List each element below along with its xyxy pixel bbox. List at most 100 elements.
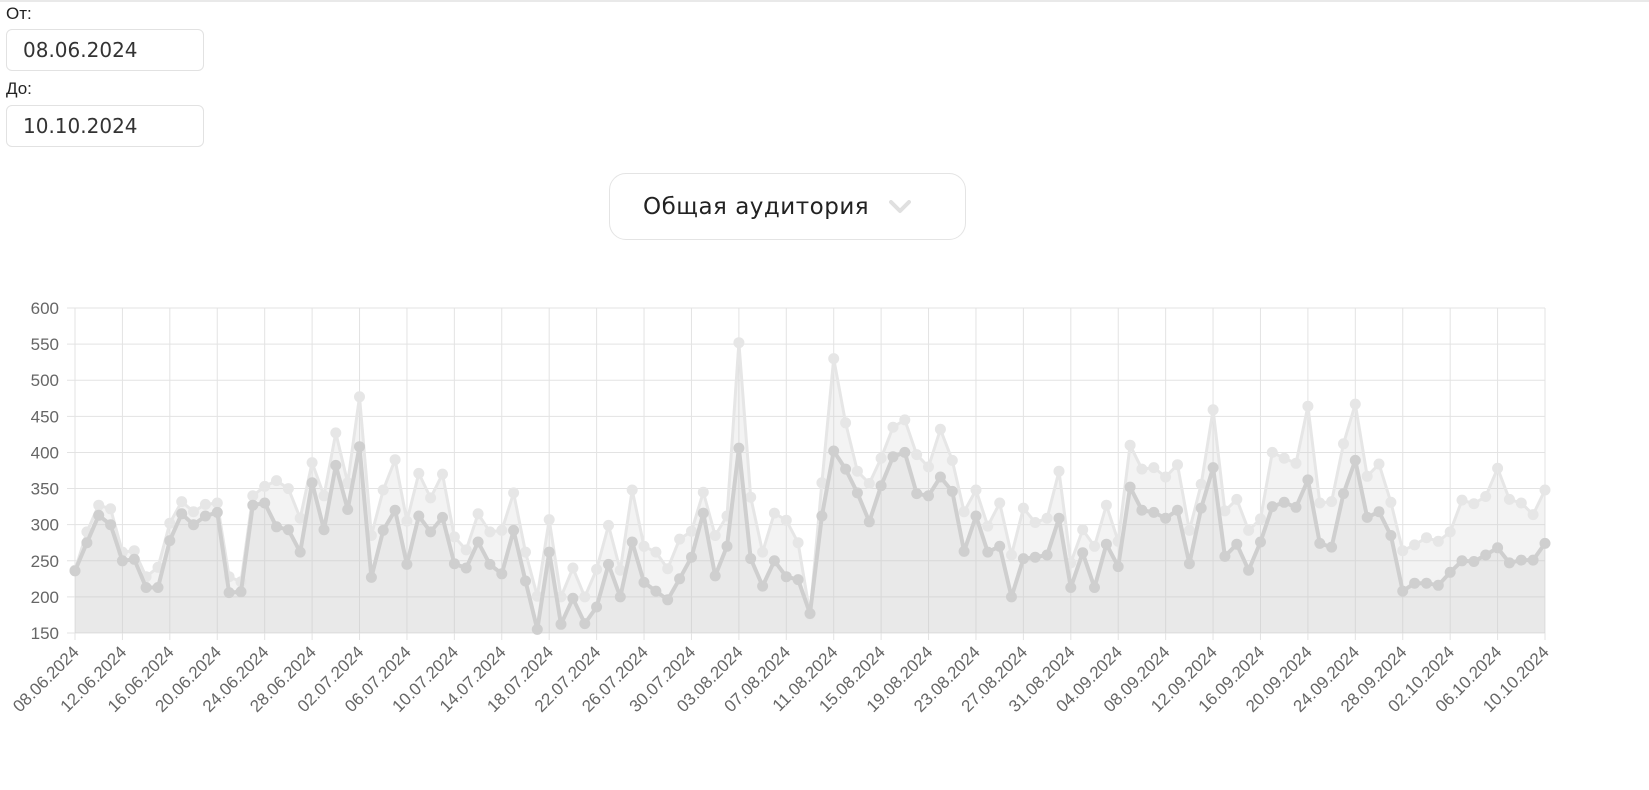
data-point xyxy=(650,546,662,558)
data-point xyxy=(1480,549,1492,561)
data-point xyxy=(1112,561,1124,573)
data-point xyxy=(1266,501,1278,513)
data-point xyxy=(946,485,958,497)
data-point xyxy=(579,618,591,630)
data-point xyxy=(282,524,294,536)
data-point xyxy=(342,504,354,515)
data-point xyxy=(970,484,982,496)
data-point xyxy=(306,477,318,489)
data-point xyxy=(318,490,330,502)
data-point xyxy=(934,471,946,483)
data-point xyxy=(1089,582,1100,593)
data-point xyxy=(294,546,306,558)
data-point xyxy=(911,449,923,461)
y-tick-label: 200 xyxy=(31,588,59,607)
data-point xyxy=(828,353,840,365)
data-point xyxy=(330,427,342,439)
data-point xyxy=(1219,550,1231,562)
data-point xyxy=(709,570,721,582)
data-point xyxy=(1515,554,1527,566)
data-point xyxy=(1017,502,1029,514)
data-point xyxy=(863,478,875,489)
data-point xyxy=(1183,558,1195,570)
data-point xyxy=(1231,493,1243,505)
data-point xyxy=(365,571,377,583)
chevron-down-icon[interactable] xyxy=(887,194,913,220)
data-point xyxy=(1456,494,1468,506)
data-point xyxy=(887,421,899,433)
data-point xyxy=(828,445,840,457)
data-point xyxy=(531,623,543,635)
data-point xyxy=(1432,535,1444,547)
data-point xyxy=(211,506,223,518)
data-point xyxy=(1124,439,1136,451)
data-point xyxy=(662,563,674,575)
data-point xyxy=(460,562,472,574)
audience-select-value: Общая аудитория xyxy=(643,193,870,220)
data-point xyxy=(1100,538,1112,550)
data-point xyxy=(318,524,330,536)
data-point xyxy=(1349,398,1361,410)
data-point xyxy=(306,457,318,469)
data-point xyxy=(911,488,923,500)
data-point xyxy=(354,391,365,403)
data-point xyxy=(520,575,531,587)
from-date-field[interactable] xyxy=(6,29,204,71)
data-point xyxy=(1409,577,1421,589)
data-point xyxy=(1053,465,1065,477)
data-point xyxy=(1492,542,1504,554)
from-date-input[interactable] xyxy=(7,30,187,70)
data-point xyxy=(899,414,911,426)
data-point xyxy=(247,490,259,502)
data-point xyxy=(1124,481,1136,493)
data-point xyxy=(1041,549,1053,561)
data-point xyxy=(93,499,105,511)
data-point xyxy=(128,553,140,565)
data-point xyxy=(567,562,579,574)
data-point xyxy=(282,483,294,495)
y-tick-label: 400 xyxy=(31,443,59,462)
data-point xyxy=(413,510,425,522)
data-point xyxy=(650,585,662,597)
data-point xyxy=(1148,506,1160,518)
data-point xyxy=(1302,400,1314,412)
data-point xyxy=(1444,526,1456,538)
y-tick-label: 300 xyxy=(31,516,59,535)
data-point xyxy=(745,553,757,565)
data-point xyxy=(686,551,697,563)
data-point xyxy=(579,591,591,603)
audience-select[interactable]: Общая аудитория xyxy=(609,173,966,240)
data-point xyxy=(389,504,401,516)
data-point xyxy=(247,499,259,511)
data-point xyxy=(1539,484,1551,496)
data-point xyxy=(1243,524,1255,536)
audience-line-chart: 15020025030035040045050055060008.06.2024… xyxy=(9,299,1553,716)
data-point xyxy=(721,540,733,552)
to-date-input[interactable] xyxy=(7,106,187,146)
data-point xyxy=(768,555,780,567)
data-point xyxy=(1136,504,1148,516)
data-point xyxy=(496,568,508,580)
data-point xyxy=(697,507,709,519)
data-point xyxy=(413,467,425,479)
data-point xyxy=(780,514,792,526)
data-point xyxy=(899,446,911,458)
data-point xyxy=(199,510,211,522)
data-point xyxy=(199,498,211,510)
data-point xyxy=(1053,512,1065,524)
data-point xyxy=(235,586,247,598)
data-point xyxy=(792,537,804,549)
to-date-field[interactable] xyxy=(6,105,204,147)
data-point xyxy=(1255,513,1266,525)
data-point xyxy=(1255,536,1266,548)
data-point xyxy=(757,580,769,592)
data-point xyxy=(567,592,579,604)
data-point xyxy=(1219,505,1231,517)
data-point xyxy=(1314,537,1326,549)
data-point xyxy=(330,459,342,471)
data-point xyxy=(603,558,614,570)
data-point xyxy=(946,454,958,466)
y-tick-label: 350 xyxy=(31,480,59,499)
data-point xyxy=(614,591,626,603)
data-point xyxy=(188,506,199,518)
